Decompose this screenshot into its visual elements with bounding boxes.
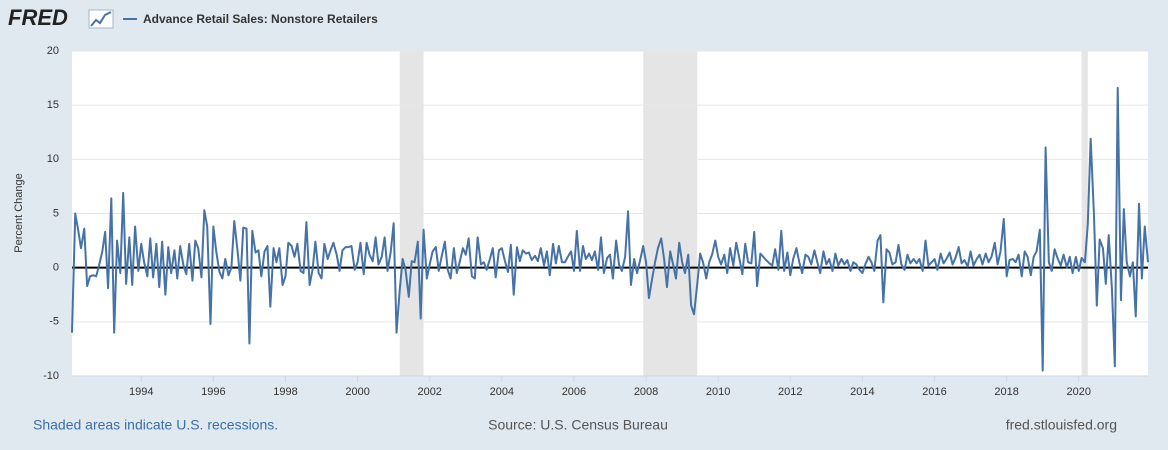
logo-icon: [88, 9, 114, 29]
x-tick-label: 2002: [417, 386, 441, 398]
x-tick-label: 2018: [994, 386, 1018, 398]
x-tick-label: 2000: [345, 386, 369, 398]
y-axis-label: Percent Change: [13, 173, 25, 253]
footer-link[interactable]: fred.stlouisfed.org: [1006, 417, 1117, 433]
logo[interactable]: FRED: [8, 5, 68, 30]
x-tick-label: 2010: [706, 386, 730, 398]
y-tick-label: -5: [49, 316, 59, 328]
x-tick-label: 2004: [490, 386, 514, 398]
x-tick-label: 2014: [850, 386, 874, 398]
footer-note: Shaded areas indicate U.S. recessions.: [33, 417, 278, 433]
y-tick-label: 20: [47, 45, 59, 57]
x-tick-label: 2008: [634, 386, 658, 398]
y-tick-label: 15: [47, 99, 59, 111]
x-tick-label: 2020: [1067, 386, 1091, 398]
footer-source: Source: U.S. Census Bureau: [488, 417, 668, 433]
y-tick-label: 0: [53, 262, 59, 274]
x-tick-label: 1998: [273, 386, 297, 398]
x-tick-label: 1996: [201, 386, 225, 398]
x-tick-label: 1994: [129, 386, 153, 398]
y-tick-label: 10: [47, 153, 59, 165]
legend-label: Advance Retail Sales: Nonstore Retailers: [143, 12, 378, 26]
y-tick-label: -10: [43, 370, 59, 382]
x-tick-label: 2012: [778, 386, 802, 398]
data-line: [71, 86, 1149, 372]
x-tick-label: 2016: [922, 386, 946, 398]
x-tick-label: 2006: [562, 386, 586, 398]
y-tick-label: 5: [53, 207, 59, 219]
